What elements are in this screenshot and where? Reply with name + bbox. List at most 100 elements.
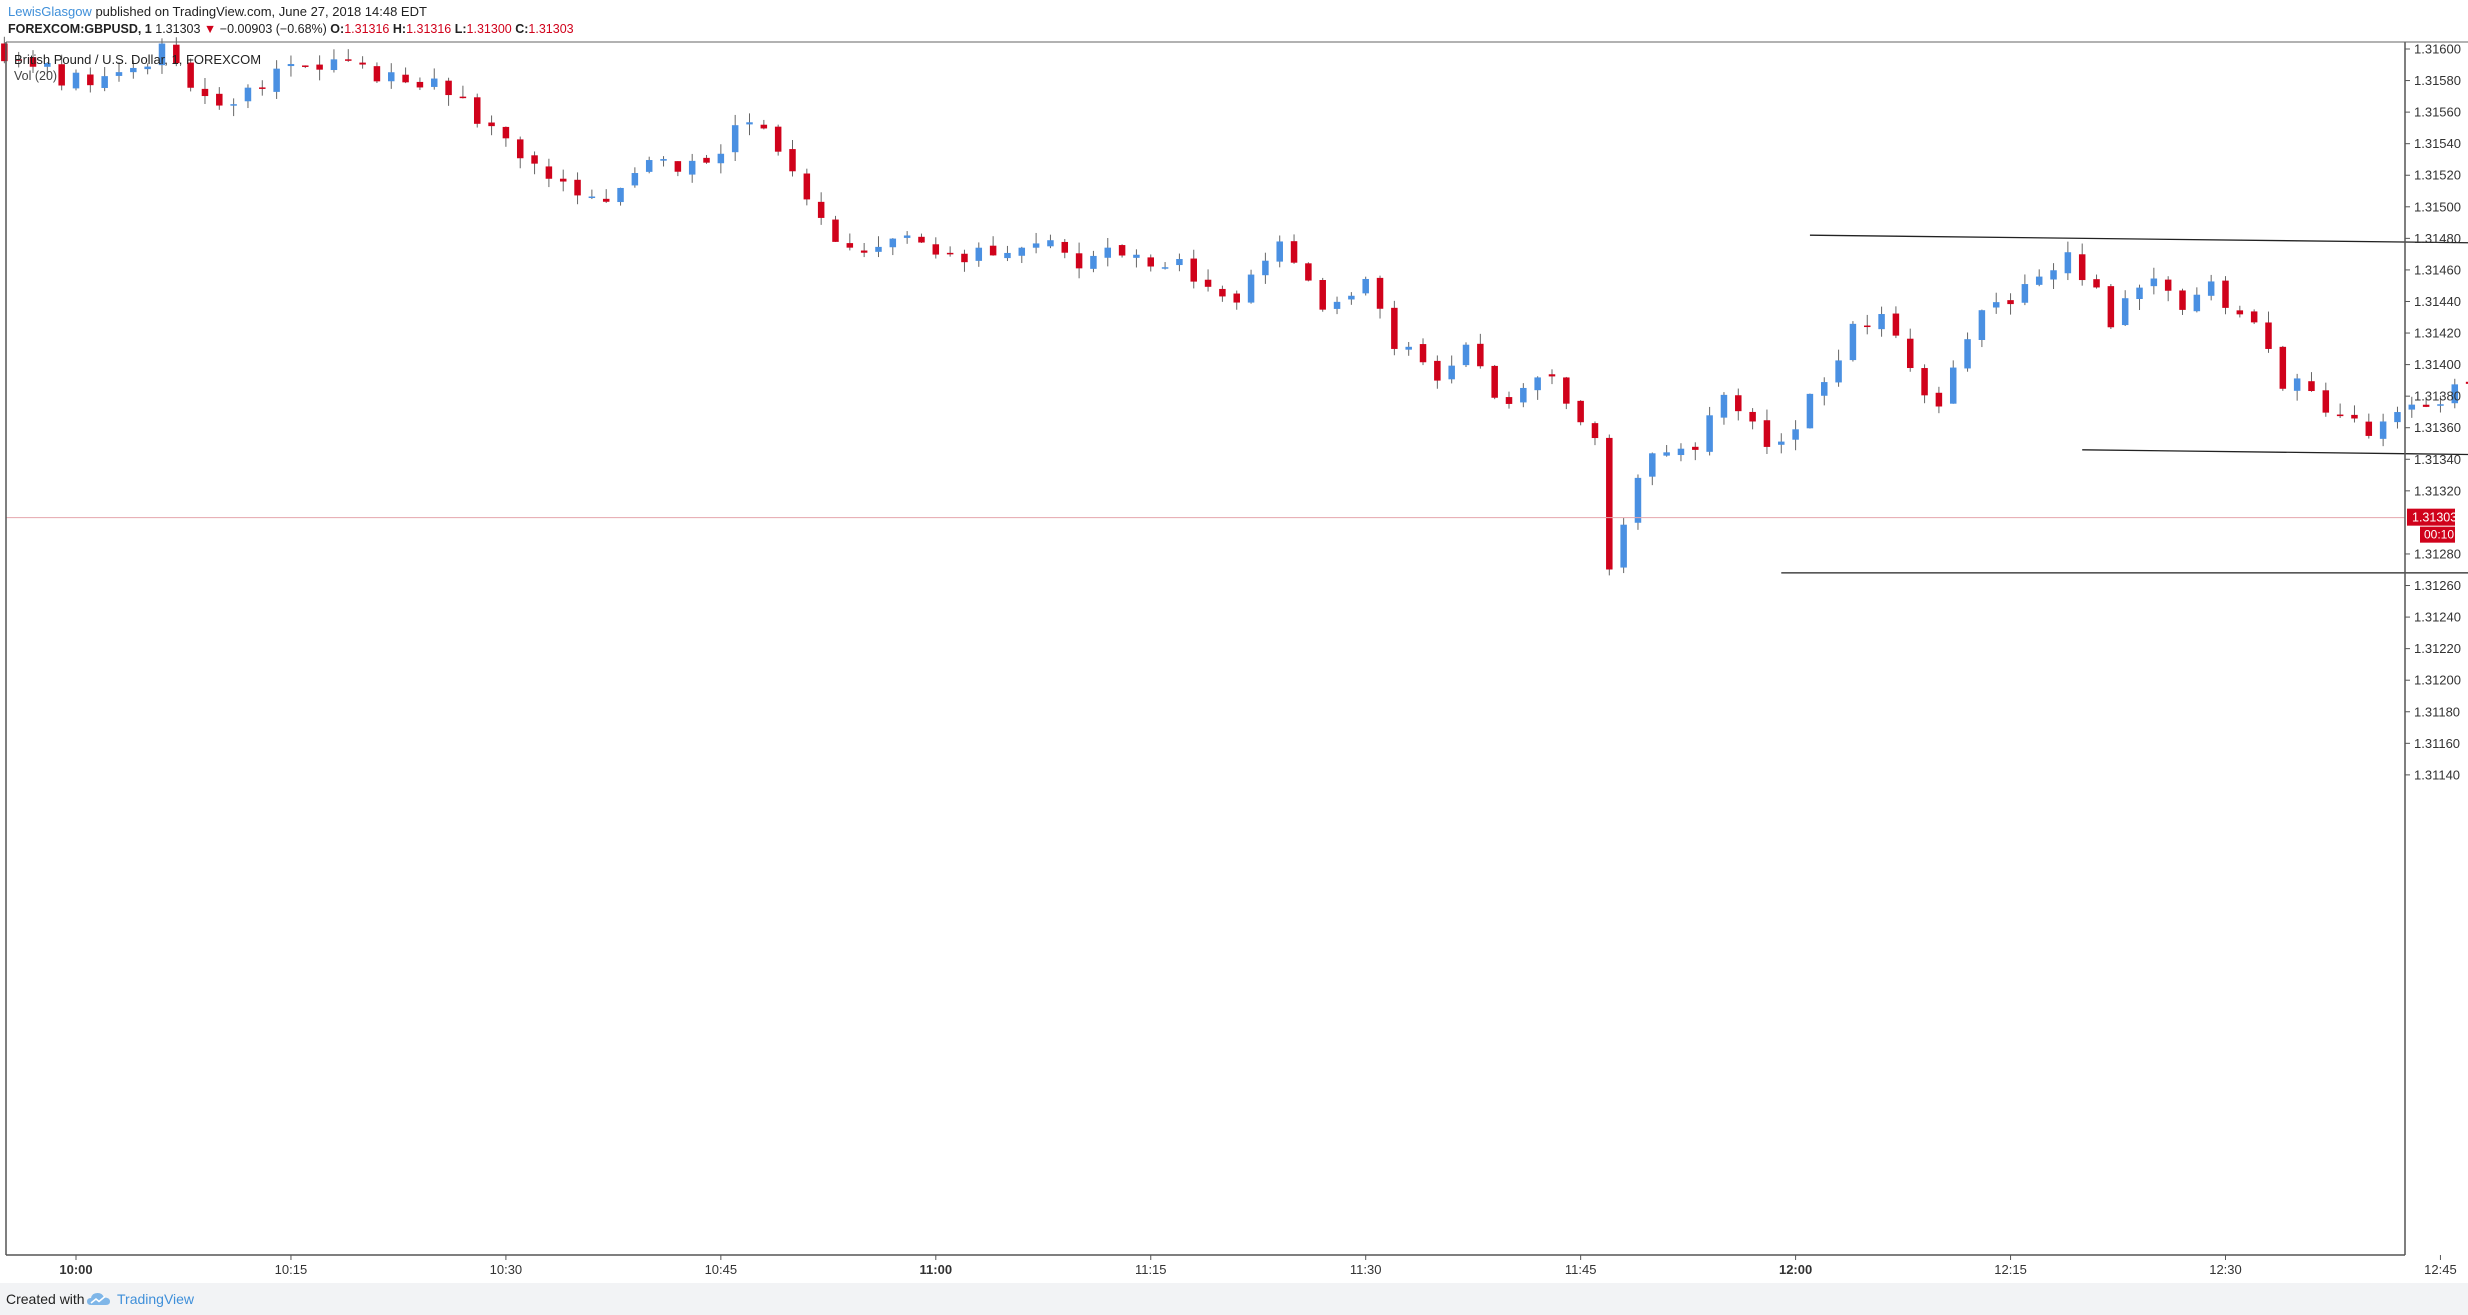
price-label-1.31220: 1.31220	[2414, 641, 2461, 656]
candle-body-1208	[1906, 338, 1914, 369]
candle-body-1246	[2451, 384, 2459, 404]
candle-body-1003	[115, 72, 123, 76]
candle-body-1151	[1663, 452, 1670, 456]
candle-body-1030	[502, 126, 510, 139]
low-label: L:	[454, 22, 467, 36]
time-label-12:00: 12:00	[1779, 1262, 1812, 1277]
candle-body-1137	[1462, 344, 1470, 366]
drawings-layer	[1781, 234, 2468, 574]
created-with-label: Created with	[6, 1291, 85, 1307]
candle-body-1149	[1634, 477, 1642, 523]
candle-body-1232	[2250, 311, 2258, 323]
price-label-1.31240: 1.31240	[2414, 610, 2461, 625]
candle-body-1058	[903, 235, 911, 238]
price-badge-value: 1.31303	[2412, 511, 2457, 525]
price-label-1.31600: 1.31600	[2414, 42, 2461, 57]
candle-body-1238	[2336, 414, 2344, 417]
candle-body-1022	[388, 72, 395, 82]
high-value: 1.31316	[406, 22, 452, 36]
candle-body-1101	[946, 252, 954, 255]
candle-body-1241	[2379, 421, 2387, 439]
candle-body-1140	[1505, 397, 1513, 404]
candle-body-1056	[875, 246, 882, 252]
candle-body-1046	[731, 125, 739, 153]
candle-body-1157	[1749, 411, 1756, 422]
price-label-1.31400: 1.31400	[2414, 357, 2461, 372]
candle-body-1219	[2064, 252, 2072, 274]
candle-body-1228	[2193, 294, 2201, 312]
candle-body-1221	[2093, 279, 2100, 288]
candle-body-1237	[2322, 390, 2330, 413]
countdown-badge-box	[2420, 526, 2455, 543]
candle-body-1131	[1376, 277, 1384, 309]
author-link[interactable]: LewisGlasgow	[8, 4, 92, 19]
candle-body-1107	[1032, 243, 1040, 248]
candle-body-1045	[717, 153, 725, 164]
candle-body-1004	[130, 67, 137, 73]
candle-body-1132	[1391, 307, 1398, 349]
candle-body-1229	[2207, 281, 2215, 296]
candle-body-0955	[1, 43, 8, 62]
candle-body-1013	[259, 87, 266, 89]
candle-body-1111	[1090, 255, 1097, 269]
candle-body-1103	[975, 247, 983, 261]
candle-body-1008	[187, 62, 194, 88]
candle-body-1202	[1821, 382, 1828, 396]
candle-body-1141	[1520, 387, 1527, 403]
price-label-1.31140: 1.31140	[2414, 767, 2460, 782]
price-chart[interactable]: 1.31600 1.31580 1.31560 1.31540 1.31520 1.315…	[0, 0, 2468, 1283]
candle-body-1121	[1233, 293, 1240, 303]
tradingview-link[interactable]: TradingView	[117, 1291, 195, 1307]
candle-body-1126	[1305, 263, 1312, 281]
candle-body-1133	[1405, 346, 1412, 350]
candle-body-1236	[2308, 381, 2315, 392]
price-label-1.31460: 1.31460	[2414, 262, 2461, 277]
candle-body-1242	[2394, 412, 2401, 423]
price-axis[interactable]: 1.31600 1.31580 1.31560 1.31540 1.31520 1.315…	[2405, 42, 2461, 783]
candle-body-1215	[2007, 300, 2014, 305]
candle-body-1210	[1935, 392, 1943, 407]
candle-body-1201	[1806, 393, 1814, 429]
candle-body-1020	[359, 62, 366, 65]
candle-body-1222	[2107, 286, 2115, 328]
candle-body-1239	[2351, 414, 2358, 419]
candle-body-1007	[173, 44, 180, 64]
candle-body-1147	[1606, 437, 1613, 570]
price-label-1.31540: 1.31540	[2414, 136, 2461, 151]
candle-body-1025	[431, 78, 438, 87]
candle-body-1041	[660, 159, 667, 161]
candle-body-1059	[918, 236, 925, 243]
candle-body-1142	[1534, 377, 1541, 391]
price-label-1.31520: 1.31520	[2414, 168, 2461, 183]
candle-body-1047	[746, 122, 753, 125]
candle-body-1038	[617, 187, 624, 203]
time-label-10:15: 10:15	[275, 1262, 308, 1277]
candle-body-1124	[1276, 241, 1283, 262]
time-label-12:30: 12:30	[2209, 1262, 2242, 1277]
candle-body-1127	[1319, 280, 1326, 310]
time-label-11:45: 11:45	[1565, 1262, 1597, 1277]
candle-body-1136	[1448, 365, 1455, 380]
candle-body-1031	[516, 139, 524, 159]
low-value: 1.31300	[466, 22, 512, 36]
candle-body-1231	[2236, 310, 2244, 315]
candle-body-1143	[1548, 374, 1556, 377]
price-label-1.31440: 1.31440	[2414, 294, 2461, 309]
candle-body-1032	[531, 155, 538, 164]
candle-body-1205	[1864, 325, 1871, 328]
price-label-1.31380: 1.31380	[2414, 389, 2461, 404]
time-axis[interactable]: 10:00 10:15 10:30 10:45 11:00 11:15 11:30 11:45…	[59, 1255, 2468, 1277]
candle-body-1117	[1176, 259, 1183, 266]
change-value: −0.00903 (−0.68%)	[219, 22, 327, 36]
candle-body-1115	[1147, 257, 1154, 267]
candle-body-1112	[1104, 247, 1112, 258]
price-label-1.31580: 1.31580	[2414, 73, 2461, 88]
candle-body-1033	[545, 166, 553, 179]
time-label-10:30: 10:30	[490, 1262, 523, 1277]
candle-body-1118	[1190, 258, 1197, 282]
plot-area[interactable]	[6, 42, 2405, 1255]
candle-body-1123	[1262, 260, 1269, 276]
chart-legend-title: British Pound / U.S. Dollar, 1, FOREXCOM	[14, 52, 261, 67]
candle-body-1011	[230, 104, 237, 106]
candle-body-1220	[2078, 254, 2086, 281]
